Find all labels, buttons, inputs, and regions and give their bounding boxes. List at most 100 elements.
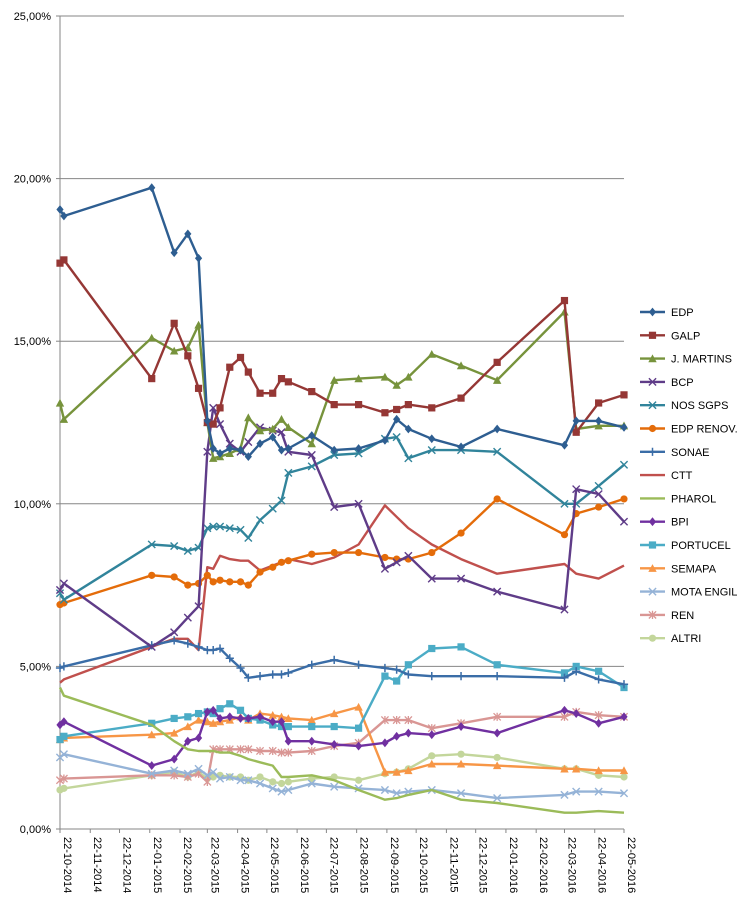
data-point xyxy=(183,639,192,648)
data-point xyxy=(404,728,412,738)
data-point xyxy=(284,736,292,746)
data-point xyxy=(147,333,156,342)
data-point xyxy=(404,766,413,775)
data-point xyxy=(648,424,657,433)
data-point xyxy=(595,718,603,728)
data-point xyxy=(244,714,252,723)
x-tick-label: 22-03-2016 xyxy=(565,837,577,893)
data-point xyxy=(572,667,581,676)
data-point xyxy=(194,709,203,718)
data-point xyxy=(404,661,412,669)
data-point xyxy=(308,736,316,746)
data-point xyxy=(428,752,436,760)
y-tick-label: 15,00% xyxy=(14,336,52,348)
data-point xyxy=(354,702,363,711)
data-point xyxy=(427,759,436,768)
data-point xyxy=(226,578,234,586)
data-point xyxy=(457,529,465,537)
data-point xyxy=(226,700,234,708)
data-point xyxy=(330,722,338,731)
data-point xyxy=(184,581,192,589)
x-tick-label: 22-08-2015 xyxy=(358,837,370,893)
data-point xyxy=(620,391,628,399)
data-point xyxy=(428,644,436,653)
data-point xyxy=(170,628,179,637)
data-point xyxy=(277,374,286,383)
data-point xyxy=(572,787,581,796)
data-point xyxy=(560,764,569,773)
x-tick-label: 22-09-2015 xyxy=(388,837,400,893)
legend-label: GALP xyxy=(671,330,700,342)
data-point xyxy=(493,712,502,721)
legend-item: NOS SGPS xyxy=(640,400,728,412)
data-point xyxy=(59,662,69,671)
data-point xyxy=(648,517,657,527)
data-point xyxy=(493,753,501,762)
x-tick-label: 22-04-2016 xyxy=(596,837,608,893)
data-point xyxy=(330,655,339,664)
x-tick-label: 22-01-2015 xyxy=(151,837,163,893)
data-point xyxy=(427,574,436,583)
series-line xyxy=(58,686,625,814)
data-point xyxy=(380,785,390,795)
legend-item: PORTUCEL xyxy=(640,540,731,552)
data-point xyxy=(560,669,569,677)
data-point xyxy=(392,558,401,567)
legend-item: SEMAPA xyxy=(640,563,717,575)
data-point xyxy=(456,759,466,768)
data-point xyxy=(560,605,569,614)
data-point xyxy=(55,585,65,595)
data-point xyxy=(277,428,286,437)
data-point xyxy=(284,748,293,757)
data-point xyxy=(256,439,264,449)
data-point xyxy=(492,761,502,770)
data-point xyxy=(148,571,156,579)
data-point xyxy=(269,432,277,442)
x-tick-label: 22-02-2016 xyxy=(537,837,549,893)
data-point xyxy=(170,573,178,581)
data-point xyxy=(456,361,466,370)
data-point xyxy=(225,772,234,782)
data-point xyxy=(308,431,316,440)
data-point xyxy=(284,444,292,453)
data-point xyxy=(244,673,253,682)
data-point xyxy=(268,746,277,756)
data-point xyxy=(392,665,401,674)
data-point xyxy=(148,374,156,383)
data-point xyxy=(620,495,628,503)
data-point xyxy=(330,740,338,749)
data-point xyxy=(380,564,390,573)
legend-item: MOTA ENGIL xyxy=(640,587,737,599)
data-point xyxy=(55,398,65,407)
data-point xyxy=(56,259,64,267)
data-point xyxy=(284,557,292,565)
data-point xyxy=(236,706,245,714)
data-point xyxy=(572,662,580,670)
data-point xyxy=(226,444,234,453)
data-point xyxy=(456,672,466,681)
data-point xyxy=(404,424,412,434)
data-point xyxy=(256,389,264,397)
data-point xyxy=(244,437,253,447)
data-point xyxy=(354,499,363,508)
data-point xyxy=(560,790,569,799)
legend-item: BPI xyxy=(640,517,689,529)
data-point xyxy=(308,388,316,396)
data-point xyxy=(307,450,316,460)
data-point xyxy=(169,728,179,737)
data-point xyxy=(330,401,338,409)
data-point xyxy=(330,445,338,455)
data-point xyxy=(392,433,401,442)
data-point xyxy=(256,773,264,781)
data-point xyxy=(59,750,68,759)
data-point xyxy=(244,413,253,422)
data-point xyxy=(203,777,212,786)
data-point xyxy=(307,462,316,471)
data-point xyxy=(648,447,657,456)
data-point xyxy=(308,550,316,558)
data-point xyxy=(277,722,286,731)
data-point xyxy=(381,435,389,445)
y-tick-label: 25,00% xyxy=(14,11,52,23)
data-point xyxy=(457,750,465,758)
